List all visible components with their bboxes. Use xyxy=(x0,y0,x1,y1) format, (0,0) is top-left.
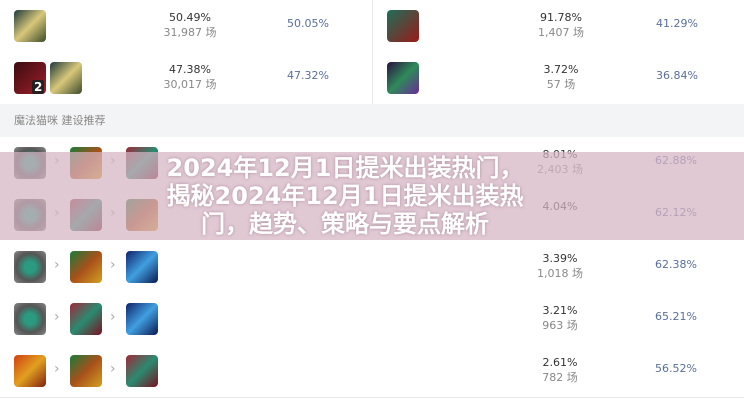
games-count: 963 场 xyxy=(542,319,578,332)
pick-rate: 91.78% 1,407 场 xyxy=(511,10,611,40)
green-bell-item-icon[interactable] xyxy=(70,355,102,387)
scroll-item-icon[interactable] xyxy=(50,62,82,94)
pick-rate: 3.39% 1,018 场 xyxy=(510,251,610,281)
orange-crest-item-icon[interactable] xyxy=(14,355,46,387)
item-row: 50.49% 31,987 场 50.05% 91.78% 1,407 场 41.29% xyxy=(0,0,744,53)
title-banner: 2024年12月1日提米出装热门，揭秘2024年12月1日提米出装热门，趋势、策… xyxy=(166,154,524,238)
games-count: 1,018 场 xyxy=(537,267,583,280)
games-count: 31,987 场 xyxy=(163,26,217,39)
chevron-right-icon: › xyxy=(54,309,60,325)
pick-rate: 50.49% 31,987 场 xyxy=(140,10,240,40)
win-rate: 50.05% xyxy=(287,17,329,30)
green-bell-item-icon[interactable] xyxy=(70,251,102,283)
green-boots-icon[interactable] xyxy=(387,62,419,94)
win-rate: 65.21% xyxy=(655,310,697,323)
games-count: 30,017 场 xyxy=(163,78,217,91)
left-item-cell: 50.49% 31,987 场 50.05% xyxy=(0,0,372,52)
win-rate: 47.32% xyxy=(287,69,329,82)
left-item-cell: 2 47.38% 30,017 场 47.32% xyxy=(0,52,372,104)
red-cloak-item-icon[interactable] xyxy=(70,303,102,335)
pick-rate-value: 3.39% xyxy=(542,252,578,265)
games-count: 1,407 场 xyxy=(538,26,584,39)
chevron-right-icon: › xyxy=(54,257,60,273)
pick-rate: 47.38% 30,017 场 xyxy=(140,62,240,92)
games-count: 782 场 xyxy=(542,371,578,384)
build-row[interactable]: › › 3.21% 963 场 65.21% xyxy=(0,293,744,346)
gray-eye-item-icon[interactable] xyxy=(14,303,46,335)
pick-rate-value: 3.21% xyxy=(542,304,578,317)
build-row[interactable]: › › 3.39% 1,018 场 62.38% xyxy=(0,241,744,294)
blue-spiral-item-icon[interactable] xyxy=(126,251,158,283)
pick-rate: 3.21% 963 场 xyxy=(510,303,610,333)
win-rate: 62.38% xyxy=(655,258,697,271)
section-header: 魔法猫咪 建设推荐 xyxy=(0,104,744,137)
scroll-item-icon[interactable] xyxy=(14,10,46,42)
red-boots-icon[interactable] xyxy=(387,10,419,42)
win-rate: 41.29% xyxy=(656,17,698,30)
chevron-right-icon: › xyxy=(110,361,116,377)
pick-rate-value: 91.78% xyxy=(540,11,582,24)
right-item-cell: 91.78% 1,407 场 41.29% xyxy=(372,0,744,52)
win-rate: 36.84% xyxy=(656,69,698,82)
pick-rate-value: 3.72% xyxy=(543,63,579,76)
pick-rate-value: 2.61% xyxy=(542,356,578,369)
pick-rate-value: 47.38% xyxy=(169,63,211,76)
item-row: 2 47.38% 30,017 场 47.32% 3.72% 57 场 36.84% xyxy=(0,52,744,105)
title-banner-background xyxy=(0,152,744,240)
chevron-right-icon: › xyxy=(54,361,60,377)
pick-rate-value: 50.49% xyxy=(169,11,211,24)
chevron-right-icon: › xyxy=(110,309,116,325)
blue-spiral-item-icon[interactable] xyxy=(126,303,158,335)
win-rate: 56.52% xyxy=(655,362,697,375)
games-count: 57 场 xyxy=(546,78,576,91)
right-item-cell: 3.72% 57 场 36.84% xyxy=(372,52,744,104)
chevron-right-icon: › xyxy=(110,257,116,273)
build-row[interactable]: › › 2.61% 782 场 56.52% xyxy=(0,345,744,398)
red-cloak-item-icon[interactable] xyxy=(126,355,158,387)
pick-rate: 2.61% 782 场 xyxy=(510,355,610,385)
stack-badge: 2 xyxy=(32,80,45,94)
gray-eye-item-icon[interactable] xyxy=(14,251,46,283)
pick-rate: 3.72% 57 场 xyxy=(511,62,611,92)
